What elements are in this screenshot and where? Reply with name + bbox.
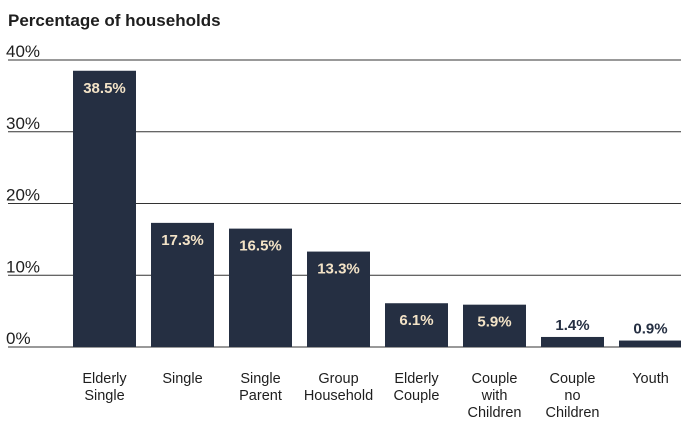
- bar: [307, 251, 370, 347]
- x-tick-label-line: Couple: [394, 388, 440, 404]
- data-labels: 38.5% 17.3% 16.5% 13.3% 6.1% 5.9% 1.4% 0.9%: [83, 80, 667, 338]
- x-tick-label-line: Single: [240, 371, 280, 387]
- x-tick-label-line: Elderly: [82, 371, 127, 387]
- bar-value-label: 5.9%: [477, 314, 511, 331]
- bar-value-label: 38.5%: [83, 80, 126, 97]
- bar-value-label: 16.5%: [239, 238, 282, 255]
- y-tick-label: 30%: [6, 114, 40, 133]
- bars: [73, 70, 681, 347]
- y-tick-label: 10%: [6, 257, 40, 276]
- bar-value-label: 1.4%: [555, 317, 589, 334]
- bar: [73, 70, 136, 347]
- bar: [541, 336, 604, 347]
- x-tick-label-line: Parent: [239, 388, 282, 404]
- x-tick-label-line: no: [564, 388, 580, 404]
- bar-value-label: 13.3%: [317, 261, 360, 278]
- y-axis-ticks: 0% 10% 20% 30% 40%: [6, 42, 40, 348]
- x-tick-label: Youth: [632, 371, 669, 387]
- x-tick-label-line: Couple: [472, 371, 518, 387]
- x-tick-label-line: Youth: [632, 371, 669, 387]
- y-tick-label: 40%: [6, 42, 40, 61]
- x-tick-label-line: Household: [304, 388, 373, 404]
- x-tick-label-line: Single: [162, 371, 202, 387]
- chart-title: Percentage of households: [8, 11, 221, 30]
- bar: [151, 222, 214, 347]
- x-tick-label: Single: [162, 371, 202, 387]
- bar: [229, 228, 292, 347]
- bar-value-label: 0.9%: [633, 321, 667, 338]
- bar: [385, 303, 448, 347]
- x-tick-label-line: Children: [546, 405, 600, 421]
- x-tick-label-line: Group: [318, 371, 358, 387]
- x-tick-label-line: Single: [84, 388, 124, 404]
- y-tick-label: 0%: [6, 329, 31, 348]
- x-tick-label-line: Couple: [550, 371, 596, 387]
- bar: [619, 340, 681, 347]
- x-tick-label-line: Elderly: [394, 371, 439, 387]
- x-tick-label-line: Children: [468, 405, 522, 421]
- bar-value-label: 17.3%: [161, 232, 204, 249]
- bar-value-label: 6.1%: [399, 312, 433, 329]
- y-tick-label: 20%: [6, 186, 40, 205]
- bar: [463, 304, 526, 347]
- x-tick-label-line: with: [481, 388, 508, 404]
